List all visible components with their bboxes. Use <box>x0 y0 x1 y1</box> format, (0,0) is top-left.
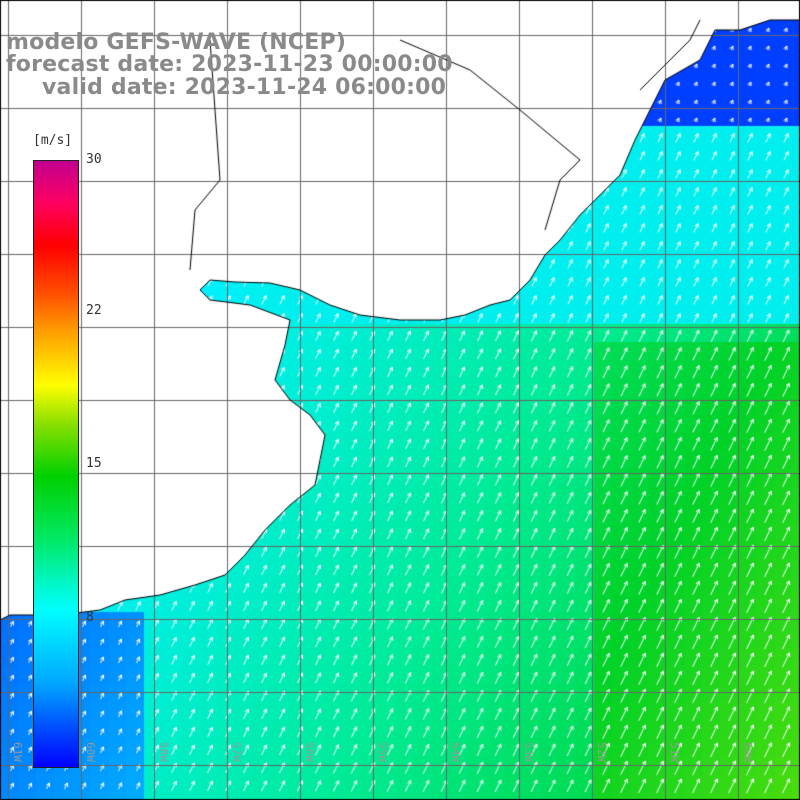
legend-tick-15: 15 <box>86 456 102 471</box>
longitude-label: 53W <box>522 742 535 762</box>
color-scale-bar <box>33 160 79 768</box>
legend-tick-8: 8 <box>86 610 94 625</box>
longitude-label: 57W <box>230 742 243 762</box>
longitude-label: 58W <box>157 742 170 762</box>
valid-date: valid date: 2023-11-24 06:00:00 <box>42 75 447 100</box>
longitude-label: 50W <box>741 742 754 762</box>
longitude-label: 51W <box>668 742 681 762</box>
legend-tick-22: 22 <box>86 303 102 318</box>
longitude-label: 56W <box>303 742 316 762</box>
legend-unit: [m/s] <box>33 133 73 148</box>
longitude-label: 61W <box>11 742 24 762</box>
longitude-label: 55W <box>376 742 389 762</box>
model-title: modelo GEFS-WAVE (NCEP) <box>6 30 347 55</box>
longitude-label: 52W <box>595 742 608 762</box>
legend-tick-30: 30 <box>86 152 102 167</box>
forecast-date: forecast date: 2023-11-23 00:00:00 <box>6 52 453 77</box>
longitude-label: 54W <box>449 742 462 762</box>
longitude-label: 60W <box>84 742 97 762</box>
